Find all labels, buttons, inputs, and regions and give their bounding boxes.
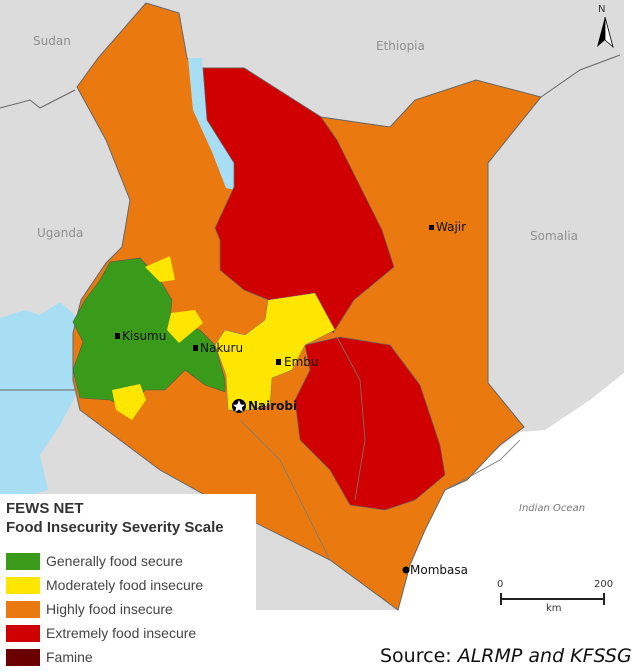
city-marker-mombasa [402, 566, 410, 574]
city-marker-nakuru [193, 345, 198, 351]
legend-item: Extremely food insecure [6, 623, 196, 643]
country-label-ethiopia: Ethiopia [376, 39, 425, 53]
lake-turkana [188, 58, 235, 190]
legend-item: Moderately food insecure [6, 575, 203, 595]
legend-item: Famine [6, 647, 93, 667]
city-label-kisumu: Kisumu [122, 329, 167, 343]
north-label: N [598, 4, 606, 15]
ocean-label: Indian Ocean [519, 503, 586, 514]
country-label-somalia: Somalia [530, 229, 579, 243]
legend-label: Extremely food insecure [46, 625, 197, 641]
legend-item: Generally food secure [6, 551, 183, 571]
district-lines [239, 419, 331, 561]
region-moderately-food-insecure-central [214, 292, 336, 411]
legend-label: Famine [46, 649, 93, 665]
district-lines [444, 439, 521, 491]
legend-item: Highly food insecure [6, 599, 173, 619]
source-credit: Source: ALRMP and KFSSG [380, 645, 632, 667]
legend-label: Moderately food insecure [46, 577, 204, 593]
city-label-nairobi: Nairobi [248, 399, 298, 413]
legend-swatch [6, 552, 40, 570]
scale-bar [500, 593, 605, 605]
lake-victoria [0, 302, 76, 495]
city-label-embu: Embu [284, 355, 319, 369]
city-label-mombasa: Mombasa [410, 563, 468, 577]
region-moderately-food-insecure-west [167, 310, 203, 343]
city-marker-wajir [429, 225, 434, 230]
legend-swatch [6, 624, 40, 642]
scale-unit: km [546, 603, 562, 614]
legend: FEWS NET Food Insecurity Severity Scale … [0, 494, 256, 671]
region-moderately-food-insecure-southwest [112, 384, 146, 420]
scale-start: 0 [497, 579, 504, 590]
district-lines [336, 336, 366, 501]
border-lines [540, 54, 621, 98]
legend-title: FEWS NET [6, 500, 84, 517]
legend-swatch [6, 648, 40, 666]
scale-end: 200 [594, 579, 614, 590]
legend-subtitle: Food Insecurity Severity Scale [6, 519, 224, 536]
legend-swatch [6, 576, 40, 594]
source-prefix: Source: [380, 645, 458, 667]
region-extremely-food-insecure-south [294, 336, 446, 511]
region-moderately-food-insecure-north [145, 256, 175, 282]
north-arrow-icon [597, 16, 614, 49]
legend-swatch [6, 600, 40, 618]
region-generally-food-secure [72, 257, 226, 411]
country-label-uganda: Uganda [37, 226, 84, 240]
country-label-sudan: Sudan [33, 34, 71, 48]
city-marker-kisumu [115, 333, 120, 339]
capital-star-icon [232, 399, 246, 413]
city-label-nakuru: Nakuru [200, 341, 244, 355]
city-marker-embu [276, 359, 281, 365]
source-text: ALRMP and KFSSG [457, 645, 632, 667]
legend-label: Highly food insecure [46, 601, 173, 617]
city-label-wajir: Wajir [436, 220, 467, 234]
right-margin [624, 0, 636, 671]
border-lines [0, 89, 76, 109]
legend-label: Generally food secure [46, 553, 183, 569]
indian-ocean [398, 360, 636, 610]
